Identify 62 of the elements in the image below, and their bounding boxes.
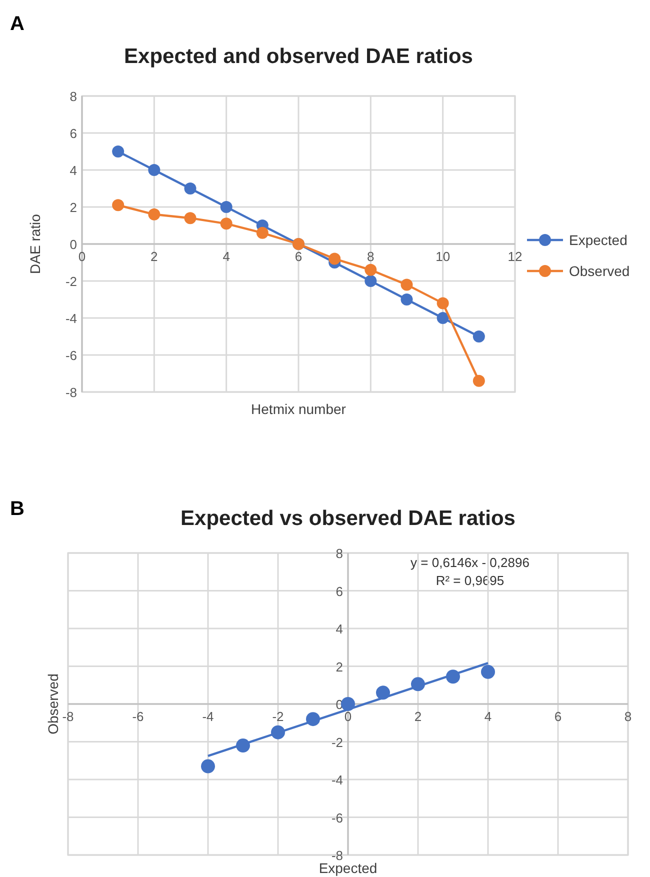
x-tick-label: 6 (554, 709, 562, 724)
x-tick-label: 8 (624, 709, 632, 724)
legend-label: Observed (569, 263, 630, 279)
x-axis-title: Expected (318, 860, 378, 876)
point (400, 294, 413, 306)
point (148, 164, 160, 176)
y-axis-title: Observed (45, 674, 61, 734)
x-tick-label: 4 (484, 709, 492, 724)
y-tick-label: -2 (65, 274, 77, 289)
text: B (10, 498, 24, 520)
point (436, 312, 449, 324)
legend-label: Expected (569, 232, 628, 248)
x-tick-label: 2 (414, 709, 422, 724)
point (328, 252, 341, 265)
point (220, 218, 232, 230)
y-tick-label: -6 (65, 348, 77, 363)
x-axis-title: Hetmix number (251, 401, 346, 417)
x-tick-label: -6 (132, 709, 144, 724)
chart-title: Expected vs observed DAE ratios (180, 507, 516, 530)
y-tick-label: 2 (336, 659, 343, 674)
y-tick-label: -6 (331, 810, 343, 826)
x-tick-label: -4 (202, 709, 214, 724)
point (256, 226, 268, 239)
text: A (10, 13, 24, 35)
point (184, 212, 196, 224)
annotation: y = 0,6146x - 0,2896 (410, 555, 530, 570)
chart-title: Expected and observed DAE ratios (124, 45, 473, 68)
x-tick-label: 2 (150, 249, 158, 264)
x-tick-label: 10 (436, 249, 450, 264)
point (364, 275, 377, 287)
x-tick-label: 8 (367, 249, 374, 264)
y-tick-label: 6 (70, 126, 77, 141)
point (112, 199, 124, 212)
y-tick-label: 2 (70, 200, 77, 215)
annotation: R² = 0,9695 (436, 573, 504, 588)
y-axis-title: DAE ratio (27, 214, 43, 274)
point (148, 208, 160, 220)
point (201, 759, 215, 774)
point (436, 297, 449, 310)
y-tick-label: -2 (331, 734, 343, 750)
y-tick-label: 4 (70, 163, 77, 178)
y-tick-label: -4 (65, 311, 77, 326)
point (364, 264, 377, 276)
point (400, 278, 413, 291)
y-tick-label: -8 (65, 385, 77, 400)
x-tick-label: 6 (294, 249, 302, 264)
x-tick-label: 4 (222, 249, 230, 264)
point (472, 330, 485, 342)
y-tick-label: -8 (331, 848, 343, 863)
point (481, 664, 495, 679)
y-tick-label: 6 (336, 584, 343, 599)
point (184, 182, 196, 194)
y-tick-label: 4 (336, 622, 343, 636)
point (220, 201, 232, 213)
point (472, 374, 485, 387)
point (112, 146, 124, 158)
y-tick-label: 8 (70, 89, 77, 104)
y-tick-label: 0 (70, 237, 77, 252)
y-tick-label: 8 (336, 546, 343, 561)
x-tick-label: -2 (272, 709, 284, 724)
y-tick-label: -4 (331, 772, 343, 788)
x-tick-label: 12 (508, 249, 522, 264)
